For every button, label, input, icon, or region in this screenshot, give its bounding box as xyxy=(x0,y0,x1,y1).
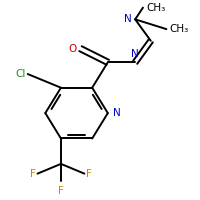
Text: F: F xyxy=(86,169,92,179)
Text: CH₃: CH₃ xyxy=(146,3,165,13)
Text: Cl: Cl xyxy=(15,69,26,79)
Text: CH₃: CH₃ xyxy=(169,24,189,34)
Text: F: F xyxy=(30,169,36,179)
Text: N: N xyxy=(113,108,120,118)
Text: N: N xyxy=(131,49,139,59)
Text: N: N xyxy=(124,14,132,24)
Text: F: F xyxy=(58,186,64,196)
Text: O: O xyxy=(68,44,77,54)
